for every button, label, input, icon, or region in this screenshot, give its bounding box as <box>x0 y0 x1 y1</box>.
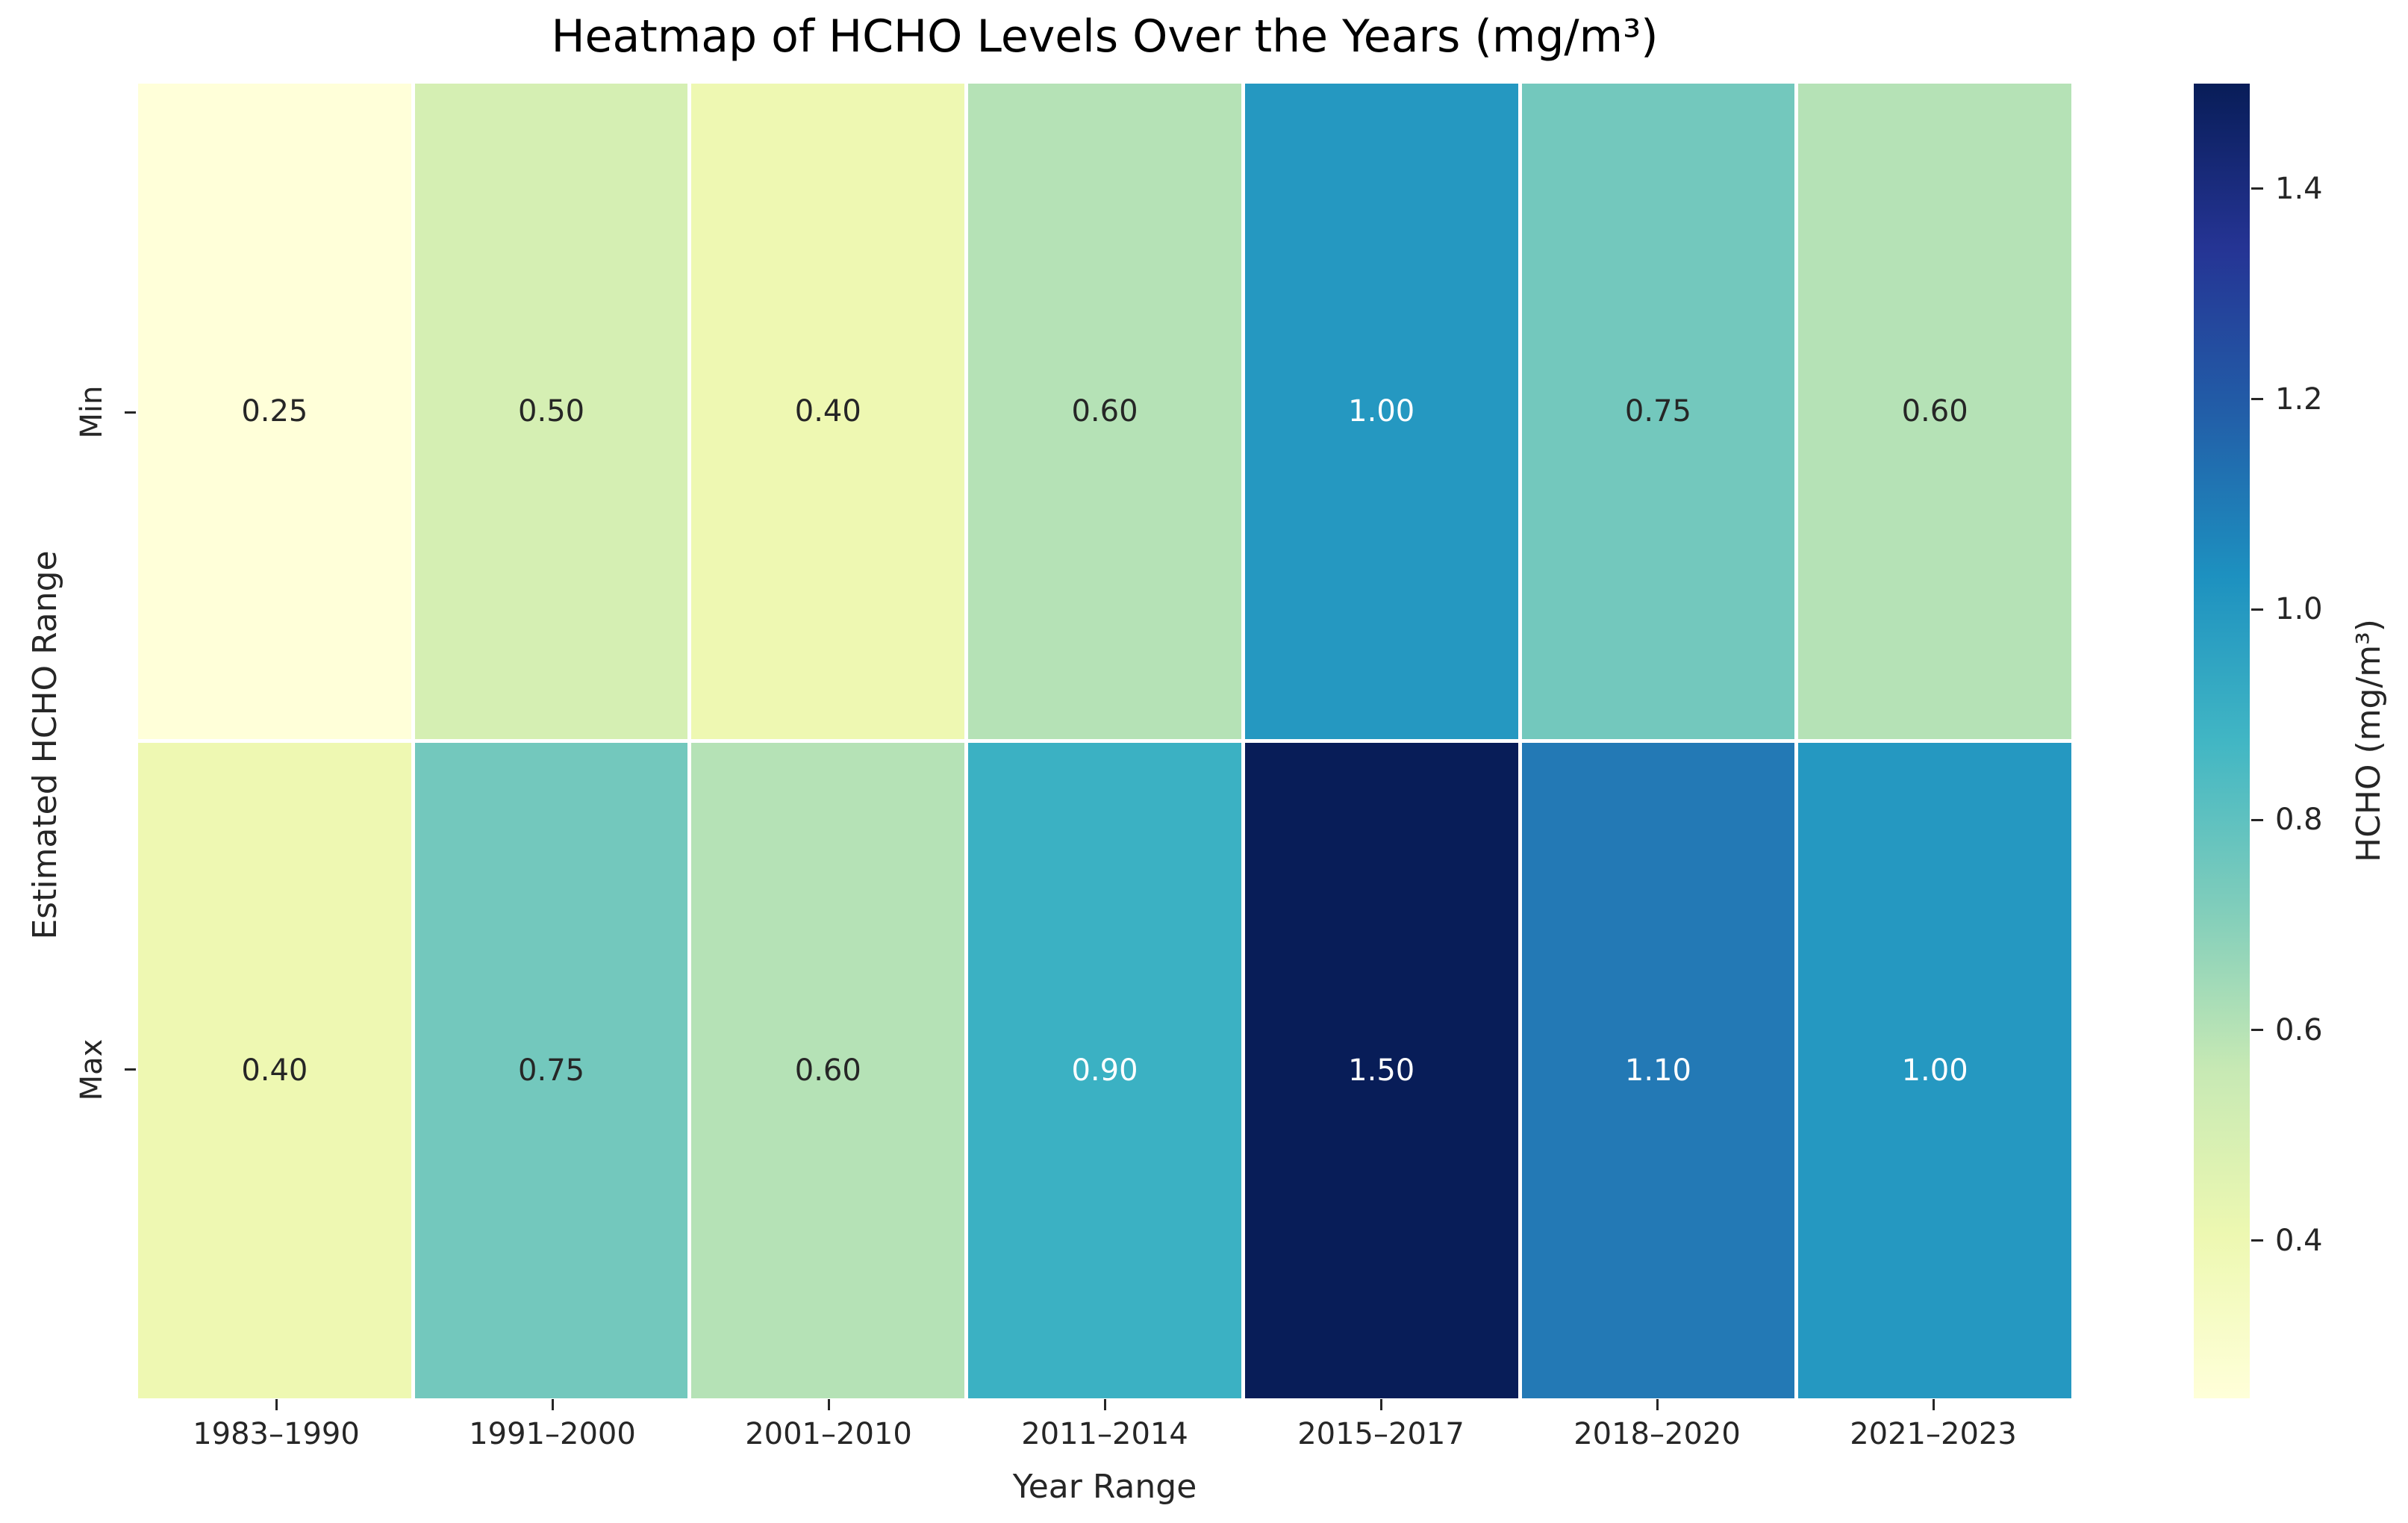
colorbar-tick-mark <box>2251 187 2263 190</box>
heatmap-cell-min-3: 0.60 <box>968 84 1241 739</box>
cell-value: 0.60 <box>794 1053 861 1088</box>
y-tick-mark <box>125 1068 136 1071</box>
colorbar-tick-label: 1.4 <box>2275 171 2323 206</box>
heatmap-cell-max-6: 1.00 <box>1798 743 2071 1398</box>
colorbar-tick-mark <box>2251 398 2263 401</box>
cell-value: 0.40 <box>794 394 861 429</box>
x-tick-mark <box>1103 1399 1106 1410</box>
heatmap-cell-min-1: 0.50 <box>414 84 688 739</box>
heatmap-cell-min-5: 0.75 <box>1521 84 1795 739</box>
colorbar-tick-label: 0.8 <box>2275 803 2323 838</box>
chart-title: Heatmap of HCHO Levels Over the Years (m… <box>551 10 1659 63</box>
heatmap-cell-max-5: 1.10 <box>1521 743 1795 1398</box>
cell-value: 1.00 <box>1348 394 1415 429</box>
heatmap-cell-min-4: 1.00 <box>1244 84 1518 739</box>
heatmap-cell-min-2: 0.40 <box>691 84 965 739</box>
x-tick-label: 2015–2017 <box>1297 1417 1465 1451</box>
heatmap-cell-min-6: 0.60 <box>1798 84 2071 739</box>
colorbar-tick-label: 1.2 <box>2275 381 2323 417</box>
x-tick-label: 2001–2010 <box>745 1417 912 1451</box>
x-tick-label: 2021–2023 <box>1850 1417 2017 1451</box>
y-tick-label: Min <box>75 385 109 439</box>
cell-value: 0.75 <box>518 1053 585 1088</box>
cell-value: 0.40 <box>241 1053 308 1088</box>
colorbar-tick-label: 1.0 <box>2275 592 2323 627</box>
x-tick-mark <box>1932 1399 1935 1410</box>
heatmap-cell-max-0: 0.40 <box>138 743 411 1398</box>
cell-value: 0.25 <box>241 394 308 429</box>
x-tick-mark <box>827 1399 830 1410</box>
cell-value: 1.00 <box>1901 1053 1968 1088</box>
x-tick-mark <box>1656 1399 1659 1410</box>
cell-value: 0.60 <box>1071 394 1138 429</box>
cell-value: 0.90 <box>1071 1053 1138 1088</box>
cell-value: 1.50 <box>1348 1053 1415 1088</box>
colorbar <box>2194 84 2250 1398</box>
cell-value: 0.75 <box>1624 394 1691 429</box>
cell-value: 0.60 <box>1901 394 1968 429</box>
y-tick-mark <box>125 411 136 414</box>
colorbar-tick-mark <box>2251 608 2263 611</box>
x-tick-mark <box>551 1399 554 1410</box>
colorbar-tick-label: 0.6 <box>2275 1012 2323 1047</box>
x-tick-label: 2018–2020 <box>1573 1417 1741 1451</box>
colorbar-label: HCHO (mg/m³) <box>2350 619 2388 862</box>
y-axis-label: Estimated HCHO Range <box>26 550 64 940</box>
colorbar-tick-mark <box>2251 818 2263 821</box>
x-tick-label: 2011–2014 <box>1021 1417 1188 1451</box>
colorbar-tick-label: 0.4 <box>2275 1223 2323 1258</box>
heatmap-plot-area: 0.25 0.50 0.40 0.60 1.00 0.75 0.60 0.40 0.75 0.60… <box>138 84 2071 1398</box>
x-tick-mark <box>275 1399 278 1410</box>
heatmap-cell-max-4: 1.50 <box>1244 743 1518 1398</box>
cell-value: 1.10 <box>1624 1053 1691 1088</box>
colorbar-tick-mark <box>2251 1029 2263 1032</box>
x-tick-label: 1983–1990 <box>193 1417 360 1451</box>
heatmap-cell-min-0: 0.25 <box>138 84 411 739</box>
heatmap-cell-max-1: 0.75 <box>414 743 688 1398</box>
y-tick-label: Max <box>75 1038 109 1101</box>
heatmap-cell-max-2: 0.60 <box>691 743 965 1398</box>
cell-value: 0.50 <box>518 394 585 429</box>
x-tick-label: 1991–2000 <box>469 1417 636 1451</box>
colorbar-tick-mark <box>2251 1239 2263 1242</box>
x-tick-mark <box>1379 1399 1382 1410</box>
x-axis-label: Year Range <box>1012 1468 1197 1506</box>
heatmap-cell-max-3: 0.90 <box>968 743 1241 1398</box>
